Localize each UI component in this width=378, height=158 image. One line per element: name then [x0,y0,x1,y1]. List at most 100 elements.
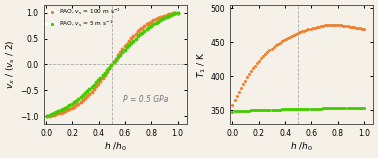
Point [77,96,84,98]
Point [318,25,324,27]
Point [137,28,143,31]
Point [157,19,163,21]
Point [314,26,320,28]
Point [250,67,256,70]
Point [324,107,330,110]
Point [146,22,152,24]
Point [137,33,143,36]
Point [252,109,258,112]
Point [164,14,170,16]
Point [102,71,108,74]
Point [242,79,248,82]
Point [45,115,51,117]
Point [82,97,88,100]
Point [305,108,311,110]
Point [246,109,252,112]
Point [53,111,59,114]
Point [299,30,305,33]
Point [340,107,346,109]
Point [67,104,73,106]
Point [271,46,277,48]
Point [342,25,349,27]
Point [244,76,250,79]
Point [144,23,150,26]
Point [86,93,92,95]
Point [155,20,161,23]
Point [328,24,334,26]
Point [349,26,355,28]
Point [56,110,62,113]
Point [161,17,167,19]
Point [254,62,260,64]
Point [98,79,104,82]
Point [73,99,79,102]
Point [252,64,258,67]
Point [355,27,361,29]
Point [166,13,172,16]
Point [166,15,172,17]
Point [172,12,178,14]
Point [175,11,181,14]
Point [260,55,266,58]
Point [106,66,112,69]
Point [322,24,328,27]
Point [235,91,242,93]
Point [135,30,141,33]
Point [113,59,119,61]
Point [164,16,170,18]
Point [108,64,115,66]
Point [336,24,342,27]
Point [159,18,165,20]
Point [75,98,81,100]
Point [62,107,68,109]
Point [336,107,342,109]
Point [234,110,240,112]
Legend: PAO, $v_\mathrm{s}$ = 100 m s$^{-1}$, PAO, $v_\mathrm{s}$ = 5 m s$^{-1}$: PAO, $v_\mathrm{s}$ = 100 m s$^{-1}$, PA… [45,7,121,29]
Point [347,107,353,109]
Point [304,29,310,31]
Point [104,70,110,73]
Point [277,41,283,44]
Point [281,39,287,41]
Y-axis label: $T_1$ / K: $T_1$ / K [195,51,208,78]
Point [91,83,97,86]
Point [159,15,165,18]
Point [93,81,99,84]
Point [344,25,350,27]
Point [175,11,181,14]
Point [330,24,336,26]
Point [264,51,270,53]
Point [287,35,293,38]
Point [349,107,355,109]
Point [254,109,260,112]
Point [256,59,262,62]
Point [301,108,307,110]
Point [128,42,134,44]
Point [67,108,73,110]
Point [115,56,121,59]
Point [71,101,77,103]
Point [262,109,268,111]
Point [122,49,128,51]
Point [77,101,84,103]
Point [64,109,70,111]
Point [340,24,346,27]
Point [128,37,134,40]
Point [275,43,281,45]
Point [139,26,145,29]
Point [361,106,367,109]
Point [285,36,291,39]
Point [240,83,246,85]
Point [119,48,125,51]
Point [232,110,238,113]
Point [157,16,163,19]
Point [133,32,139,35]
Point [150,19,156,22]
Point [146,26,152,29]
X-axis label: $h$ /$h_0$: $h$ /$h_0$ [104,141,127,153]
Point [316,107,322,110]
Point [124,42,130,45]
Point [320,107,326,110]
Point [357,27,363,30]
Point [60,111,66,113]
